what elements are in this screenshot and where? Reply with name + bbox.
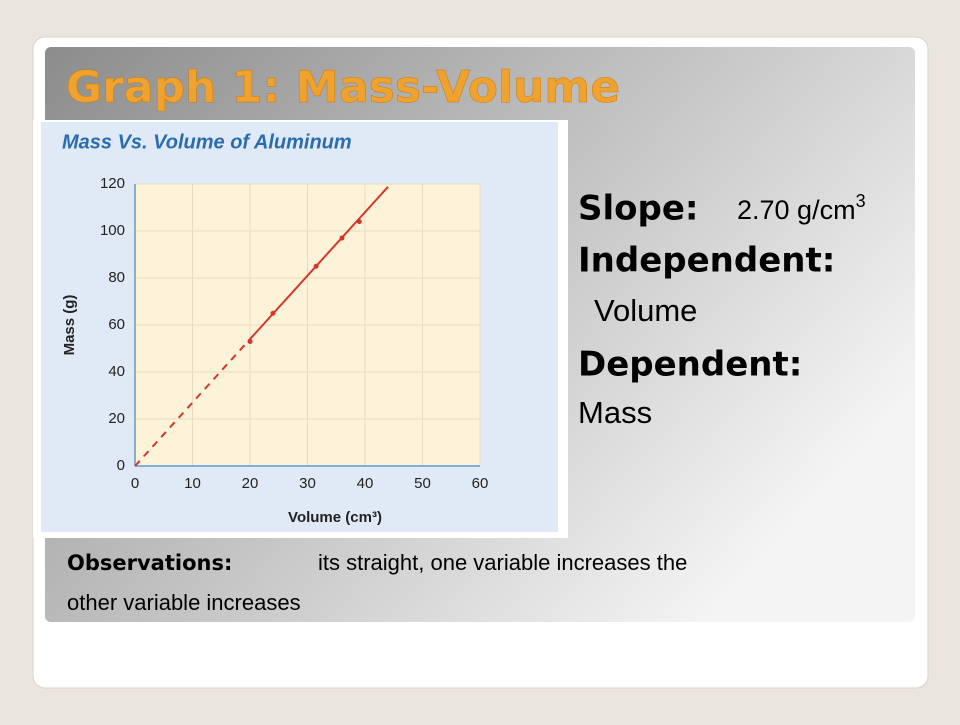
y-tick-label: 40 [108,363,125,380]
x-tick-label: 20 [242,475,259,492]
chart: 0 20 40 60 80 100 120 0 10 20 30 40 50 60 [100,175,488,492]
observations-text: other variable increases [67,590,301,615]
observations-text: its straight, one variable increases the [318,550,687,575]
x-tick-label: 60 [472,475,489,492]
y-tick-label: 60 [108,316,125,333]
fit-line [134,338,251,467]
slope-text: 2.70 g/cm [737,195,856,225]
x-tick-label: 40 [357,475,374,492]
x-tick-label: 30 [299,475,316,492]
slope-value: 2.70 g/cm3 [737,191,866,225]
y-tick-label: 100 [100,222,125,239]
y-tick-label: 20 [108,410,125,427]
independent-label: Independent: [578,241,835,281]
y-tick-label: 0 [117,457,125,474]
observations-label: Observations: [67,551,232,575]
slide-title: Graph 1: Mass-Volume [66,62,620,113]
y-axis-label: Mass (g) [61,295,78,356]
independent-value: Volume [594,293,697,328]
x-tick-label: 10 [184,475,201,492]
x-tick-label: 50 [414,475,431,492]
dependent-value: Mass [578,395,652,430]
dependent-label: Dependent: [578,345,802,385]
chart-title: Mass Vs. Volume of Aluminum [62,131,352,153]
y-tick-label: 120 [100,175,125,192]
x-axis-label: Volume (cm³) [288,509,382,526]
slope-label: Slope: [578,189,699,229]
y-tick-label: 80 [108,269,125,286]
x-tick-label: 0 [131,475,139,492]
slope-superscript: 3 [856,191,866,211]
fit-line [249,186,389,340]
